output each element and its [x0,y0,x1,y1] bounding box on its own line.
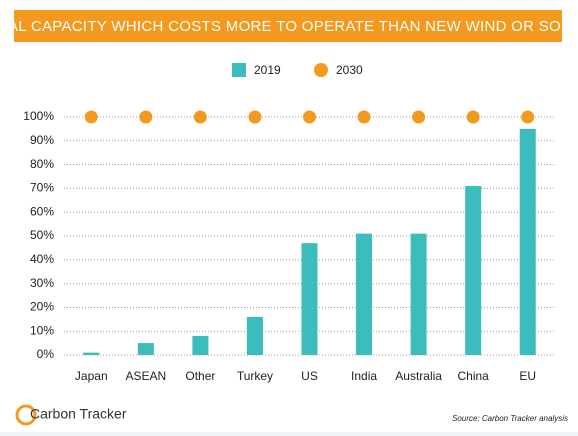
bar [137,343,154,355]
bar [83,352,100,355]
x-tick-label: Australia [395,369,442,383]
dot [139,110,153,124]
chart-title: COAL CAPACITY WHICH COSTS MORE TO OPERAT… [0,18,578,35]
bar [192,335,209,355]
source: Source: Carbon Tracker analysis [452,414,568,423]
bar [301,243,318,355]
dot [303,110,316,124]
y-tick-label: 40% [30,252,54,266]
logo: Carbon Tracker [30,406,127,422]
title-banner [14,10,562,42]
y-tick-label: 80% [30,157,54,171]
y-tick-label: 60% [30,204,54,218]
dot [466,110,480,124]
dot [193,110,207,124]
x-tick-label: Other [185,369,215,383]
dot [84,110,98,124]
y-tick-label: 10% [30,323,54,337]
x-tick-label: EU [519,369,536,383]
dot [521,110,535,124]
y-tick-label: 0% [37,347,55,361]
y-tick-label: 20% [30,300,54,314]
legend-marker [232,63,246,77]
x-tick-label: China [457,369,489,383]
bar [410,233,427,355]
dot [412,110,426,124]
x-tick-label: Turkey [237,369,273,383]
y-tick-label: 70% [30,181,54,195]
bar [356,233,373,355]
y-tick-label: 90% [30,133,54,147]
x-tick-label: US [301,369,318,383]
legend-label: 2019 [254,63,281,77]
x-tick-label: India [351,369,377,383]
bar [465,186,482,355]
logo-icon [15,404,37,426]
legend-marker [314,63,328,77]
y-tick-label: 100% [23,109,54,123]
x-tick-label: Japan [75,369,108,383]
bar [519,128,536,355]
dot [357,110,371,124]
y-tick-label: 30% [30,276,54,290]
dot [248,110,262,124]
x-tick-label: ASEAN [125,369,166,383]
y-tick-label: 50% [30,228,54,242]
bottom-strip [0,432,578,436]
bar [246,316,263,355]
legend-label: 2030 [336,63,363,77]
